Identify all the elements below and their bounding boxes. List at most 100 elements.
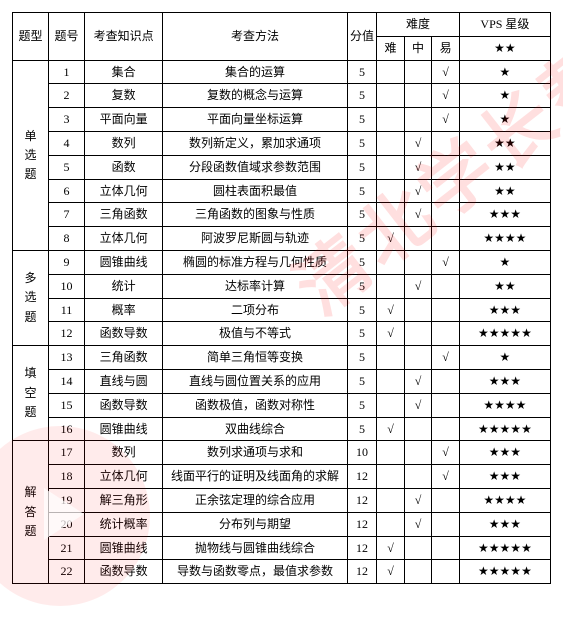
cell-diff-hard: √	[377, 322, 405, 346]
table-row: 单选题1集合集合的运算5√★	[13, 60, 551, 84]
cell-diff-mid: √	[404, 393, 432, 417]
cell-diff-hard	[377, 512, 405, 536]
cell-diff-easy: √	[432, 84, 460, 108]
cell-topic: 复数	[85, 84, 163, 108]
cell-diff-easy	[432, 298, 460, 322]
cell-score: 5	[347, 108, 377, 132]
cell-method: 分段函数值域求参数范围	[163, 155, 347, 179]
cell-vps: ★★★	[459, 298, 550, 322]
cell-diff-hard	[377, 488, 405, 512]
cell-num: 3	[49, 108, 85, 132]
cell-topic: 立体几何	[85, 465, 163, 489]
cell-method: 分布列与期望	[163, 512, 347, 536]
header-diff-easy: 易	[432, 36, 460, 60]
header-method: 考查方法	[163, 13, 347, 61]
cell-topic: 数列	[85, 441, 163, 465]
header-difficulty-group: 难度	[377, 13, 460, 37]
cell-diff-easy: √	[432, 108, 460, 132]
cell-score: 12	[347, 512, 377, 536]
header-vps-group: VPS 星级	[459, 13, 550, 37]
cell-diff-easy	[432, 227, 460, 251]
cell-method: 阿波罗尼斯圆与轨迹	[163, 227, 347, 251]
cell-topic: 圆锥曲线	[85, 417, 163, 441]
cell-method: 数列求通项与求和	[163, 441, 347, 465]
cell-method: 复数的概念与运算	[163, 84, 347, 108]
cell-topic: 统计概率	[85, 512, 163, 536]
cell-topic: 数列	[85, 131, 163, 155]
cell-num: 20	[49, 512, 85, 536]
cell-score: 10	[347, 441, 377, 465]
table-row: 6立体几何圆柱表面积最值5√★★	[13, 179, 551, 203]
cell-diff-mid	[404, 417, 432, 441]
cell-vps: ★★	[459, 179, 550, 203]
table-row: 21圆锥曲线抛物线与圆锥曲线综合12√★★★★★	[13, 536, 551, 560]
header-topic: 考查知识点	[85, 13, 163, 61]
cell-num: 5	[49, 155, 85, 179]
cell-topic: 三角函数	[85, 346, 163, 370]
cell-vps: ★	[459, 108, 550, 132]
cell-method: 数列新定义，累加求通项	[163, 131, 347, 155]
cell-diff-mid	[404, 465, 432, 489]
cell-num: 2	[49, 84, 85, 108]
table-row: 解答题17数列数列求通项与求和10√★★★	[13, 441, 551, 465]
cell-diff-hard: √	[377, 227, 405, 251]
cell-score: 5	[347, 393, 377, 417]
cell-diff-hard	[377, 346, 405, 370]
cell-diff-hard	[377, 155, 405, 179]
cell-diff-easy	[432, 322, 460, 346]
cell-num: 18	[49, 465, 85, 489]
cell-diff-hard	[377, 393, 405, 417]
cell-diff-mid: √	[404, 274, 432, 298]
table-row: 多选题9圆锥曲线椭圆的标准方程与几何性质5√★	[13, 250, 551, 274]
cell-diff-hard: √	[377, 417, 405, 441]
cell-vps: ★	[459, 346, 550, 370]
cell-topic: 函数导数	[85, 393, 163, 417]
cell-diff-mid	[404, 441, 432, 465]
cell-topic: 解三角形	[85, 488, 163, 512]
cell-score: 5	[347, 417, 377, 441]
header-num: 题号	[49, 13, 85, 61]
cell-diff-easy	[432, 560, 460, 584]
cell-method: 导数与函数零点，最值求参数	[163, 560, 347, 584]
table-header: 题型 题号 考查知识点 考查方法 分值 难度 VPS 星级 难 中 易 ★★	[13, 13, 551, 61]
cell-diff-mid	[404, 227, 432, 251]
table-row: 12函数导数极值与不等式5√★★★★★	[13, 322, 551, 346]
cell-type: 解答题	[13, 441, 49, 584]
cell-score: 5	[347, 227, 377, 251]
cell-method: 椭圆的标准方程与几何性质	[163, 250, 347, 274]
cell-topic: 圆锥曲线	[85, 250, 163, 274]
cell-method: 正余弦定理的综合应用	[163, 488, 347, 512]
cell-diff-easy	[432, 203, 460, 227]
cell-diff-easy	[432, 155, 460, 179]
cell-topic: 立体几何	[85, 179, 163, 203]
cell-score: 12	[347, 465, 377, 489]
cell-method: 极值与不等式	[163, 322, 347, 346]
cell-diff-easy	[432, 274, 460, 298]
cell-diff-hard	[377, 369, 405, 393]
table-row: 10统计达标率计算5√★★	[13, 274, 551, 298]
cell-diff-mid: √	[404, 131, 432, 155]
table-row: 14直线与圆直线与圆位置关系的应用5√★★★	[13, 369, 551, 393]
table-row: 11概率二项分布5√★★★	[13, 298, 551, 322]
cell-vps: ★★★	[459, 465, 550, 489]
cell-num: 16	[49, 417, 85, 441]
cell-num: 9	[49, 250, 85, 274]
cell-vps: ★★	[459, 274, 550, 298]
table-row: 22函数导数导数与函数零点，最值求参数12√★★★★★	[13, 560, 551, 584]
cell-diff-mid	[404, 84, 432, 108]
cell-num: 21	[49, 536, 85, 560]
cell-num: 15	[49, 393, 85, 417]
cell-vps: ★★★	[459, 441, 550, 465]
cell-diff-easy	[432, 417, 460, 441]
cell-method: 平面向量坐标运算	[163, 108, 347, 132]
cell-diff-easy: √	[432, 441, 460, 465]
cell-num: 17	[49, 441, 85, 465]
cell-diff-hard	[377, 250, 405, 274]
cell-topic: 统计	[85, 274, 163, 298]
cell-num: 22	[49, 560, 85, 584]
header-score: 分值	[347, 13, 377, 61]
cell-method: 三角函数的图象与性质	[163, 203, 347, 227]
cell-method: 简单三角恒等变换	[163, 346, 347, 370]
cell-diff-easy	[432, 536, 460, 560]
cell-score: 12	[347, 536, 377, 560]
